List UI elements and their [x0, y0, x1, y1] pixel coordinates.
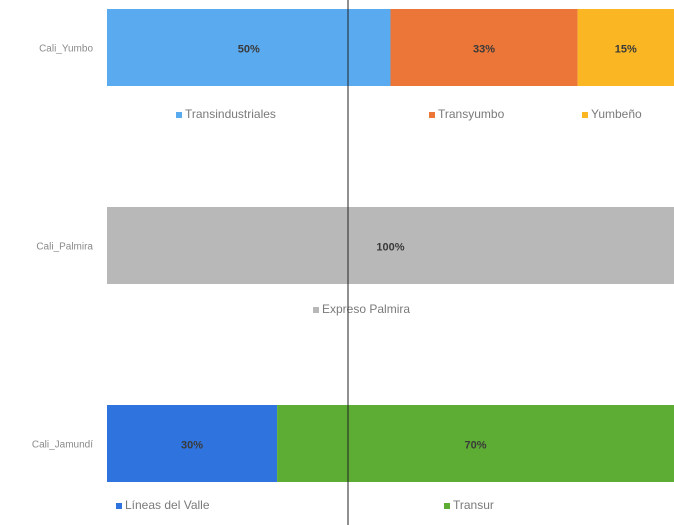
- legend-label: Yumbeño: [591, 107, 642, 121]
- legend-swatch: [429, 112, 435, 118]
- legend-label: Líneas del Valle: [125, 498, 210, 512]
- legend-label: Transyumbo: [438, 107, 505, 121]
- data-label: 33%: [473, 44, 495, 56]
- bar-segment: [107, 405, 278, 482]
- data-label: 15%: [615, 44, 637, 56]
- bar-segment: [577, 9, 674, 86]
- bar-segment: [277, 405, 674, 482]
- category-label: Cali_Yumbo: [39, 44, 93, 55]
- legend-label: Expreso Palmira: [322, 302, 410, 316]
- legend-swatch: [444, 503, 450, 509]
- bar-segment: [390, 9, 578, 86]
- chart-3: 30% 70% Cali_Jamundí Líneas del Valle Transu…: [32, 405, 674, 512]
- data-label: 30%: [181, 440, 203, 452]
- legend-swatch: [582, 112, 588, 118]
- data-label: 100%: [376, 242, 404, 254]
- bar-segment: [107, 9, 391, 86]
- legend-swatch: [313, 307, 319, 313]
- data-label: 50%: [238, 44, 260, 56]
- chart-2: 100% Cali_Palmira Expreso Palmira: [36, 207, 674, 316]
- bar-segment: [107, 207, 674, 284]
- data-label: 70%: [465, 440, 487, 452]
- legend-swatch: [176, 112, 182, 118]
- legend-label: Transindustriales: [185, 107, 276, 121]
- legend-swatch: [116, 503, 122, 509]
- category-label: Cali_Palmira: [36, 242, 93, 253]
- chart-1: 50% 33% 15% Cali_Yumbo Transindustriales Tran…: [39, 9, 674, 121]
- category-label: Cali_Jamundí: [32, 440, 93, 451]
- legend-label: Transur: [453, 498, 494, 512]
